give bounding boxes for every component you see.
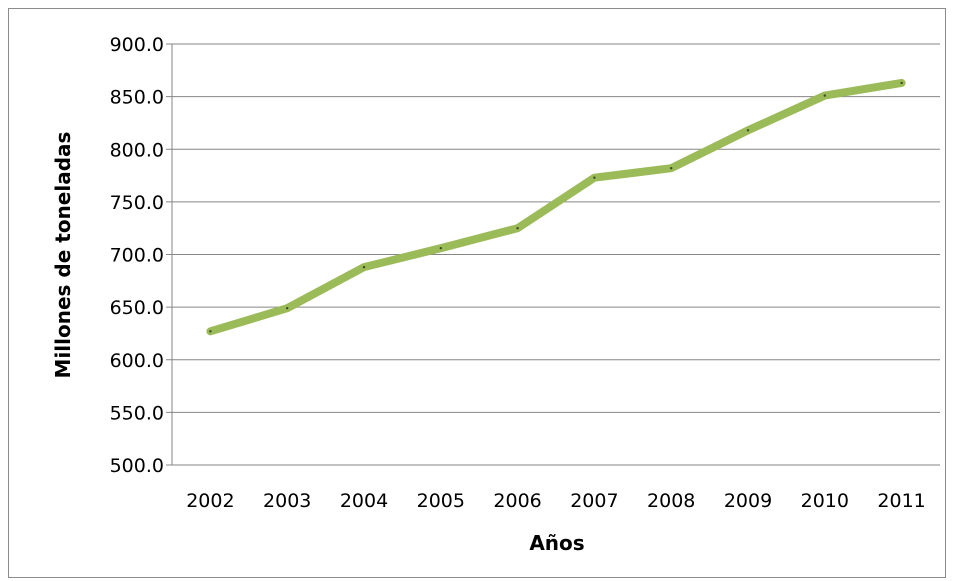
data-point [516,226,519,230]
data-point [362,265,366,269]
x-tick-labels: 2002 2003 2004 2005 2006 2007 2008 2009 2010 2011 [186,490,926,512]
x-tick-label: 2002 [186,490,234,512]
y-tick-labels: 500.0 550.0 600.0 650.0 700.0 750.0 800.0 850.0… [110,34,164,477]
series-line [206,78,906,336]
y-tick-label: 900.0 [110,34,164,56]
x-tick-label: 2011 [877,490,925,512]
x-tick-label: 2004 [340,490,388,512]
y-tick-label: 750.0 [110,192,164,214]
x-tick-label: 2009 [724,490,772,512]
x-axis-title: Años [529,531,584,555]
x-tick-label: 2006 [493,490,541,512]
data-point [439,246,442,250]
data-point [900,81,903,85]
y-tick-label: 550.0 [110,402,164,424]
axes [166,43,940,466]
y-tick-label: 500.0 [110,455,164,477]
data-point [286,306,289,310]
data-point [209,330,212,333]
y-tick-label: 700.0 [110,245,164,267]
y-tick-label: 850.0 [110,87,164,109]
x-tick-label: 2010 [801,490,849,512]
data-point [670,166,673,170]
y-tick-label: 650.0 [110,297,164,319]
series [206,78,906,336]
x-tick-label: 2008 [647,490,695,512]
data-point [593,176,596,179]
y-axis-title: Millones de toneladas [51,132,75,379]
chart-frame [8,8,946,578]
y-tick-label: 600.0 [110,350,164,372]
data-point [823,94,826,97]
y-tick-label: 800.0 [110,139,164,161]
x-tick-label: 2007 [570,490,618,512]
data-point [746,129,750,132]
x-tick-label: 2003 [263,490,311,512]
x-tick-label: 2005 [417,490,465,512]
